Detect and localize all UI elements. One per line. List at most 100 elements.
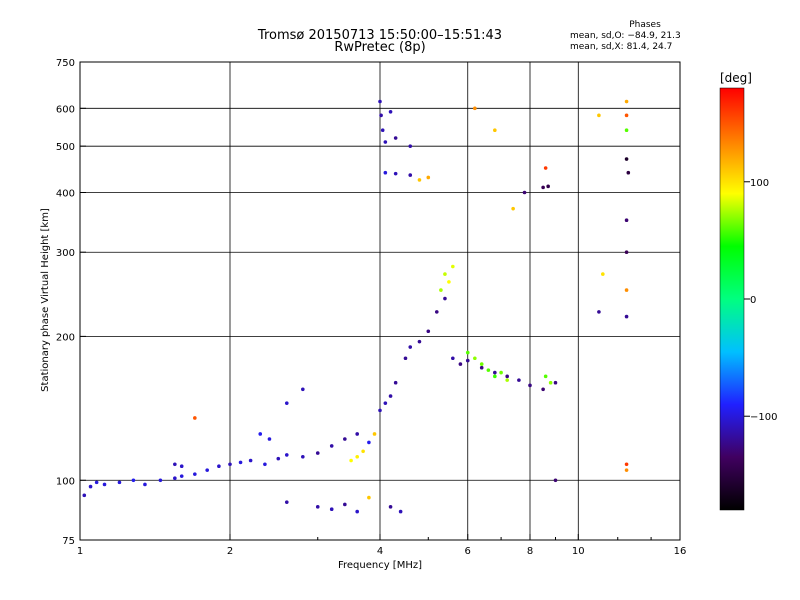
data-point — [355, 455, 359, 459]
data-point — [378, 100, 382, 104]
data-point — [343, 503, 347, 507]
colorbar-ticks: 100 0 −100 — [744, 178, 777, 423]
x-tick-label: 8 — [527, 546, 533, 557]
data-point — [443, 272, 447, 276]
data-point — [451, 265, 455, 269]
data-point — [554, 478, 558, 482]
data-point — [426, 329, 430, 333]
data-point — [389, 394, 393, 398]
data-point — [285, 500, 289, 504]
data-point — [466, 351, 470, 355]
data-point — [316, 451, 320, 455]
data-point — [523, 191, 527, 195]
data-point — [103, 483, 107, 487]
data-point — [193, 416, 197, 420]
x-tick-label: 16 — [674, 546, 687, 557]
data-point — [499, 371, 503, 375]
data-point — [408, 345, 412, 349]
data-point — [517, 378, 521, 382]
data-point — [381, 128, 385, 132]
colorbar-label: [deg] — [720, 71, 752, 85]
data-point — [601, 272, 605, 276]
data-point — [349, 459, 353, 463]
y-tick-label: 200 — [56, 332, 75, 343]
data-point — [625, 114, 629, 118]
data-point — [493, 128, 497, 132]
data-point — [459, 362, 463, 366]
data-point — [480, 366, 484, 370]
data-point — [426, 176, 430, 180]
data-point — [473, 107, 477, 111]
data-point — [404, 356, 408, 360]
colorbar-tick-label: −100 — [750, 412, 777, 423]
data-point — [625, 218, 629, 222]
data-point — [330, 444, 334, 448]
data-point — [418, 340, 422, 344]
data-point — [541, 388, 545, 392]
data-point — [541, 186, 545, 190]
data-point — [418, 178, 422, 182]
data-point — [355, 432, 359, 436]
data-point — [355, 510, 359, 514]
x-tick-label: 10 — [572, 546, 585, 557]
x-tick-label: 1 — [77, 546, 83, 557]
data-point — [367, 441, 371, 445]
data-point — [82, 494, 86, 498]
x-tick-label: 6 — [465, 546, 471, 557]
data-point — [389, 110, 393, 114]
data-point — [258, 432, 262, 436]
data-point — [316, 505, 320, 509]
data-point — [373, 432, 377, 436]
x-tick-label: 2 — [227, 546, 233, 557]
data-point — [343, 437, 347, 441]
data-point — [285, 401, 289, 405]
data-point — [301, 388, 305, 392]
ionogram-chart: 1 2 4 6 8 10 16 75100200300400500600750 Freque… — [0, 0, 800, 600]
data-point — [180, 464, 184, 468]
data-point — [627, 171, 631, 175]
data-point — [384, 401, 388, 405]
data-point — [439, 288, 443, 292]
data-point — [473, 356, 477, 360]
data-point — [625, 315, 629, 319]
data-points — [82, 100, 630, 514]
y-tick-label: 300 — [56, 248, 75, 259]
data-point — [379, 114, 383, 118]
data-point — [180, 474, 184, 478]
data-point — [435, 310, 439, 314]
data-point — [408, 144, 412, 148]
data-point — [554, 381, 558, 385]
colorbar-tick-label: 100 — [750, 178, 769, 189]
data-point — [625, 288, 629, 292]
data-point — [228, 463, 232, 467]
data-point — [193, 472, 197, 476]
data-point — [549, 381, 553, 385]
data-point — [384, 140, 388, 144]
data-point — [263, 463, 267, 467]
x-axis-label: Frequency [MHz] — [338, 560, 422, 571]
y-tick-label: 500 — [56, 142, 75, 153]
data-point — [399, 510, 403, 514]
data-point — [451, 356, 455, 360]
data-point — [394, 136, 398, 140]
data-point — [511, 207, 515, 211]
data-point — [249, 459, 253, 463]
y-tick-label: 750 — [56, 58, 75, 69]
data-point — [361, 449, 365, 453]
x-axis: 1 2 4 6 8 10 16 — [77, 534, 687, 557]
data-point — [487, 368, 491, 372]
data-point — [276, 457, 280, 461]
data-point — [89, 485, 93, 489]
x-tick-label: 4 — [377, 546, 383, 557]
data-point — [384, 171, 388, 175]
data-point — [330, 507, 334, 511]
data-point — [159, 478, 163, 482]
data-point — [466, 359, 470, 363]
y-tick-label: 75 — [62, 536, 75, 547]
data-point — [625, 157, 629, 161]
data-point — [217, 464, 221, 468]
data-point — [505, 378, 509, 382]
data-point — [480, 362, 484, 366]
data-point — [546, 185, 550, 189]
colorbar-tick-label: 0 — [750, 295, 756, 306]
